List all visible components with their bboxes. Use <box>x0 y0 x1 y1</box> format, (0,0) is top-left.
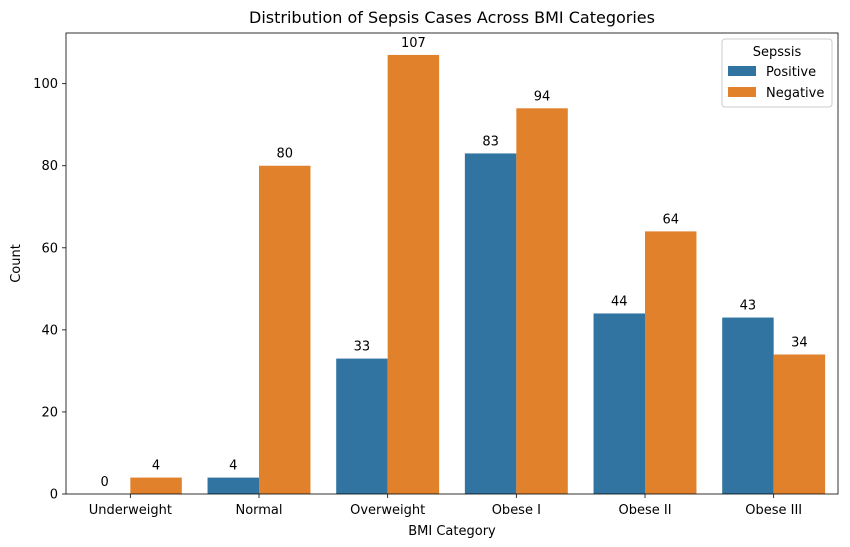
y-tick-label: 60 <box>41 241 58 256</box>
data-label-positive-obese-i: 83 <box>482 134 499 149</box>
y-tick-label: 40 <box>41 323 58 338</box>
x-tick-label: Obese I <box>492 503 541 518</box>
data-label-negative-normal: 80 <box>276 147 293 162</box>
bar-positive-obese-i <box>464 153 517 494</box>
x-tick-label: Obese II <box>618 503 671 518</box>
y-axis-label: Count <box>9 244 24 283</box>
y-axis: 0 20 40 60 80 100 <box>33 77 66 503</box>
bar-negative-obese-ii <box>645 231 697 494</box>
legend-title: Sepssis <box>753 45 802 60</box>
legend-label-negative: Negative <box>766 86 824 101</box>
x-axis-label: BMI Category <box>408 524 496 539</box>
bar-negative-normal <box>259 165 311 494</box>
y-tick-label: 100 <box>33 77 58 92</box>
plot-frame <box>65 32 839 495</box>
data-label-negative-obese-ii: 64 <box>662 212 679 227</box>
x-tick-label: Underweight <box>89 503 172 518</box>
bar-negative-underweight <box>130 477 182 494</box>
bar-positive-obese-iii <box>722 317 774 494</box>
y-tick-label: 0 <box>50 488 58 503</box>
bar-negative-obese-iii <box>773 354 826 494</box>
y-tick-label: 20 <box>41 405 58 420</box>
x-tick-label: Obese III <box>745 503 802 518</box>
data-label-negative-underweight: 4 <box>152 459 160 474</box>
x-axis: Underweight Normal Overweight Obese I Obese … <box>89 494 802 518</box>
x-tick-label: Overweight <box>350 503 425 518</box>
chart-title: Distribution of Sepsis Cases Across BMI … <box>249 8 655 27</box>
bar-positive-overweight <box>336 358 388 494</box>
data-label-positive-obese-iii: 43 <box>740 299 757 314</box>
bars-group <box>130 54 826 494</box>
bar-positive-obese-ii <box>593 313 645 494</box>
y-tick-label: 80 <box>41 159 58 174</box>
data-label-positive-overweight: 33 <box>354 340 371 355</box>
data-label-positive-underweight: 0 <box>100 475 108 490</box>
legend: Sepssis Positive Negative <box>721 38 833 108</box>
legend-label-positive: Positive <box>766 65 816 80</box>
data-label-negative-overweight: 107 <box>401 36 426 51</box>
data-label-negative-obese-iii: 34 <box>791 335 808 350</box>
data-label-negative-obese-i: 94 <box>534 89 551 104</box>
legend-swatch-negative <box>728 87 756 97</box>
bar-positive-normal <box>207 477 259 494</box>
x-tick-label: Normal <box>235 503 282 518</box>
bar-negative-overweight <box>387 54 440 494</box>
bar-negative-obese-i <box>516 108 568 494</box>
legend-swatch-positive <box>728 66 756 76</box>
data-label-positive-obese-ii: 44 <box>611 294 628 309</box>
data-label-positive-normal: 4 <box>229 459 237 474</box>
